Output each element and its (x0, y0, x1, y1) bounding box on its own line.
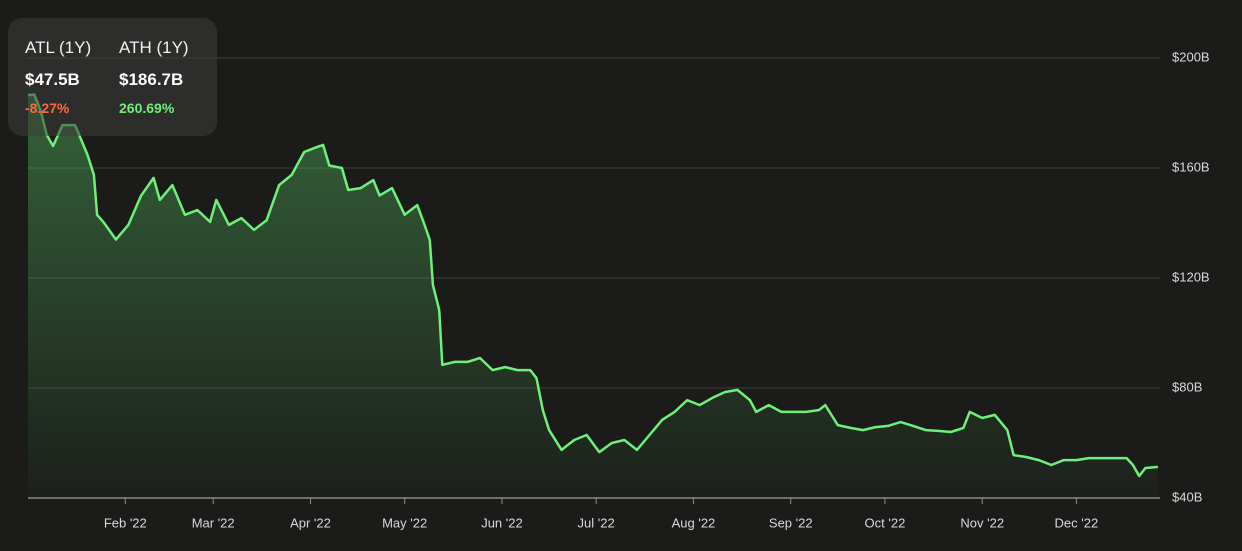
stat: ATH (1Y) $186.7B 260.69% (119, 38, 189, 116)
x-tick-label: Jun '22 (481, 515, 523, 530)
y-tick-label: $160B (1172, 159, 1210, 174)
y-tick-label: $80B (1172, 379, 1202, 394)
stat-label: ATH (1Y) (119, 38, 189, 57)
x-tick-label: Oct '22 (865, 515, 906, 530)
x-tick-label: Dec '22 (1055, 515, 1099, 530)
x-tick-label: Mar '22 (192, 515, 235, 530)
stat-change: 260.69% (119, 100, 175, 116)
y-tick-label: $200B (1172, 49, 1210, 64)
x-tick-label: Aug '22 (672, 515, 716, 530)
x-tick-label: May '22 (382, 515, 427, 530)
y-tick-label: $40B (1172, 489, 1202, 504)
stats-panel: ATL (1Y) $47.5B -8.27% ATH (1Y) $186.7B 260.6… (8, 18, 217, 136)
x-tick-label: Apr '22 (290, 515, 331, 530)
stat-label: ATL (1Y) (25, 38, 92, 57)
x-tick-label: Feb '22 (104, 515, 147, 530)
stat-value: $47.5B (25, 70, 80, 89)
stat: ATL (1Y) $47.5B -8.27% (25, 38, 91, 116)
y-tick-label: $120B (1172, 269, 1210, 284)
x-tick-label: Sep '22 (769, 515, 813, 530)
stat-value: $186.7B (119, 70, 184, 89)
stat-change: -8.27% (25, 100, 70, 116)
line (27, 93, 1159, 478)
x-tick-label: Jul '22 (578, 515, 615, 530)
x-tick-label: Nov '22 (960, 515, 1004, 530)
area (28, 94, 1158, 498)
